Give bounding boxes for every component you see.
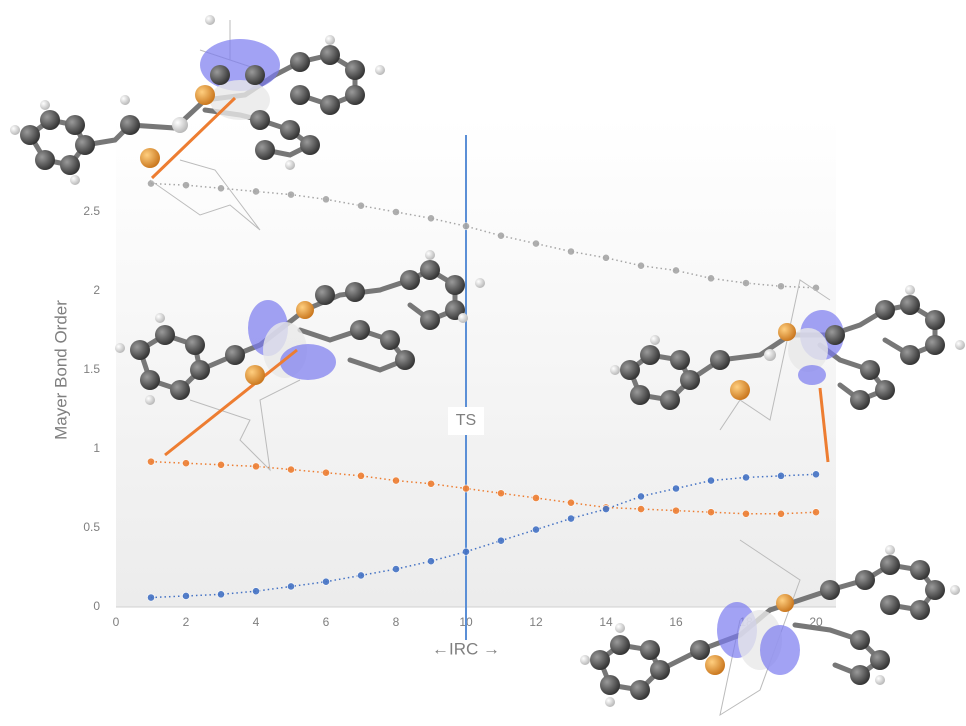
y-tick-label: 0 [93, 599, 100, 613]
data-point [252, 188, 259, 195]
data-point [532, 494, 539, 501]
data-point [812, 471, 819, 478]
data-point [777, 283, 784, 290]
data-point [287, 583, 294, 590]
data-point [812, 509, 819, 516]
x-tick-label: 8 [393, 615, 400, 629]
data-point [707, 509, 714, 516]
y-axis-title: Mayer Bond Order [51, 300, 70, 440]
x-tick-label: 2 [183, 615, 190, 629]
data-point [462, 485, 469, 492]
data-point [252, 588, 259, 595]
x-tick-label: 12 [529, 615, 543, 629]
data-point [427, 215, 434, 222]
data-point [707, 275, 714, 282]
data-point [427, 558, 434, 565]
data-point [742, 510, 749, 517]
data-point [462, 548, 469, 555]
x-tick-label: 16 [669, 615, 683, 629]
y-tick-label: 0.5 [83, 520, 100, 534]
y-tick-label: 1 [93, 441, 100, 455]
data-point [217, 461, 224, 468]
x-tick-label: 4 [253, 615, 260, 629]
data-point [322, 578, 329, 585]
data-point [497, 232, 504, 239]
data-point [392, 208, 399, 215]
data-point [427, 480, 434, 487]
data-point [147, 458, 154, 465]
data-point [637, 505, 644, 512]
data-point [182, 460, 189, 467]
y-tick-label: 1.5 [83, 362, 100, 376]
data-point [392, 565, 399, 572]
ts-label: TS [456, 412, 476, 429]
data-point [672, 485, 679, 492]
data-point [672, 267, 679, 274]
x-tick-label: 14 [599, 615, 613, 629]
data-point [742, 474, 749, 481]
y-tick-label: 2 [93, 283, 100, 297]
data-point [462, 223, 469, 230]
x-tick-label: 0 [113, 615, 120, 629]
data-point [322, 469, 329, 476]
data-point [742, 280, 749, 287]
data-point [532, 526, 539, 533]
data-point [252, 463, 259, 470]
data-point [637, 262, 644, 269]
data-point [567, 515, 574, 522]
x-tick-label: 6 [323, 615, 330, 629]
chart: 00.511.522.502468101214161820 TS [0, 0, 966, 726]
x-axis-title: ←IRC → [432, 639, 500, 658]
data-point [182, 592, 189, 599]
data-point [777, 510, 784, 517]
data-point [497, 490, 504, 497]
data-point [672, 507, 679, 514]
y-tick-label: 2.5 [83, 204, 100, 218]
data-point [357, 202, 364, 209]
data-point [217, 185, 224, 192]
data-point [567, 248, 574, 255]
data-point [287, 466, 294, 473]
data-point [287, 191, 294, 198]
data-point [357, 572, 364, 579]
data-point [392, 477, 399, 484]
data-point [217, 591, 224, 598]
data-point [602, 254, 609, 261]
data-point [602, 505, 609, 512]
data-point [707, 477, 714, 484]
data-point [182, 182, 189, 189]
data-point [777, 472, 784, 479]
data-point [532, 240, 539, 247]
data-point [637, 493, 644, 500]
data-point [567, 499, 574, 506]
data-point [322, 196, 329, 203]
data-point [147, 594, 154, 601]
data-point [497, 537, 504, 544]
data-point [357, 472, 364, 479]
